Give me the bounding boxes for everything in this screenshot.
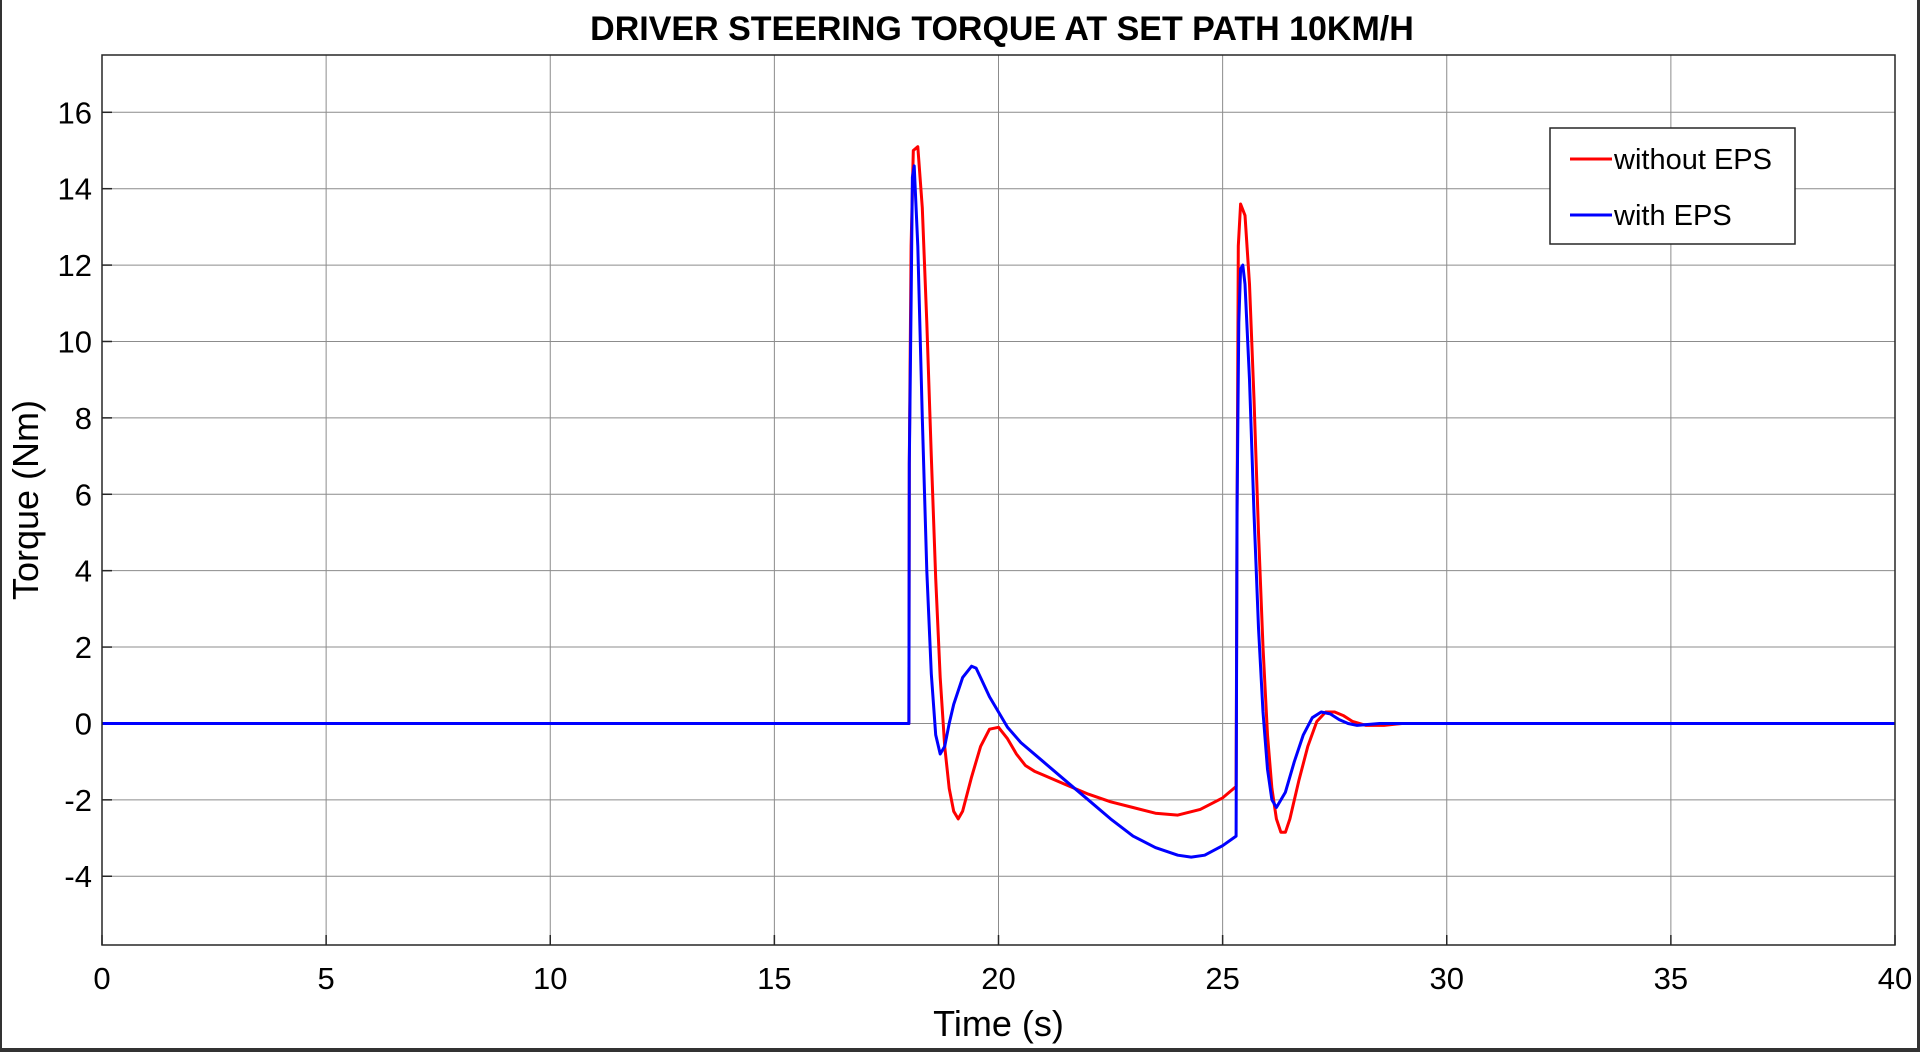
- x-tick-label: 10: [533, 961, 567, 996]
- x-tick-label: 5: [318, 961, 335, 996]
- legend: without EPS with EPS: [1549, 127, 1796, 245]
- plot-area-frame: [101, 54, 1896, 946]
- y-axis-label: Torque (Nm): [5, 400, 46, 600]
- y-tick-label: 0: [75, 706, 92, 741]
- x-tick-label: 0: [93, 961, 110, 996]
- x-tick-label: 35: [1654, 961, 1688, 996]
- x-tick-label: 40: [1878, 961, 1912, 996]
- y-tick-label: 14: [58, 172, 92, 207]
- x-axis-label: Time (s): [933, 1003, 1064, 1044]
- y-tick-label: 10: [58, 324, 92, 359]
- x-tick-label: 30: [1430, 961, 1464, 996]
- y-tick-label: 6: [75, 477, 92, 512]
- series-line-2: [102, 164, 1895, 859]
- x-tick-label: 25: [1205, 961, 1239, 996]
- y-tick-label: 8: [75, 401, 92, 436]
- legend-entry-label: with EPS: [1613, 200, 1732, 232]
- y-tick-label: -2: [64, 783, 92, 818]
- legend-entry-label: without EPS: [1613, 144, 1772, 176]
- y-tick-label: -4: [64, 859, 92, 894]
- y-tick-label: 16: [58, 95, 92, 130]
- grid-lines: [102, 55, 1895, 945]
- x-tick-label: 15: [757, 961, 791, 996]
- y-tick-label: 12: [58, 248, 92, 283]
- chart-title: DRIVER STEERING TORQUE AT SET PATH 10KM/…: [590, 10, 1414, 48]
- y-tick-label: 4: [75, 554, 92, 589]
- legend-box: [1549, 127, 1796, 245]
- data-series: [102, 145, 1895, 859]
- x-tick-label: 20: [981, 961, 1015, 996]
- y-tick-label: 2: [75, 630, 92, 665]
- series-line-1: [102, 145, 1895, 834]
- axis-ticks: 0 5 10 15 20 25 30 35 40 -4 -2 0 2 4 6 8 10 12 14 16: [58, 95, 1913, 996]
